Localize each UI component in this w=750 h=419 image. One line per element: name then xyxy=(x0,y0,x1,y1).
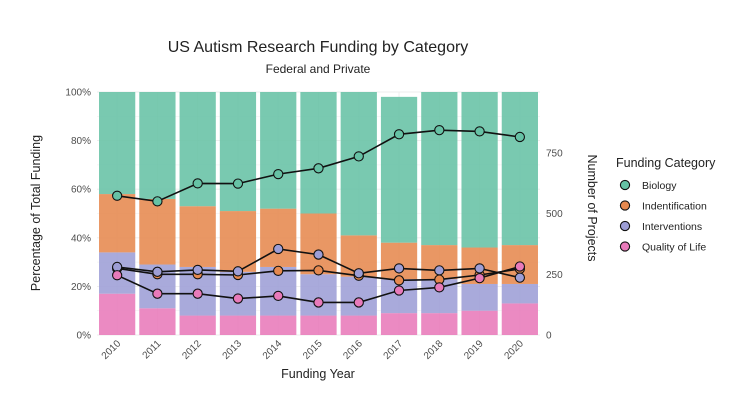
y-tick-label: 0% xyxy=(77,331,92,342)
legend-label: Biology xyxy=(642,180,677,192)
bar-segment xyxy=(501,283,538,304)
bar-segment xyxy=(380,96,418,243)
data-point xyxy=(313,265,324,276)
data-point xyxy=(232,178,244,189)
data-point xyxy=(111,190,123,201)
data-point xyxy=(474,126,485,137)
data-point xyxy=(313,163,324,174)
legend-swatch xyxy=(619,200,631,211)
data-point xyxy=(273,168,284,180)
data-point xyxy=(273,265,284,276)
data-point xyxy=(353,297,364,308)
bar-segment xyxy=(260,315,297,335)
legend-label: Quality of Life xyxy=(642,241,706,253)
legend: Funding Category Biology Indentification I… xyxy=(616,156,716,253)
bar-segment xyxy=(139,308,176,335)
data-point xyxy=(434,282,445,293)
y-tick-label: 100% xyxy=(65,88,91,99)
y-tick-label: 60% xyxy=(71,185,91,196)
bar-segment xyxy=(461,92,498,248)
bar-segment xyxy=(501,303,538,335)
bar-segment xyxy=(300,92,337,214)
data-point xyxy=(232,266,244,277)
data-point xyxy=(514,261,526,272)
bar-segment xyxy=(380,313,418,335)
y2-tick-label: 0 xyxy=(546,331,552,342)
bar-segment xyxy=(340,92,377,236)
y2-tick-label: 750 xyxy=(546,148,563,159)
data-point xyxy=(353,268,364,279)
data-point xyxy=(434,265,445,276)
data-point xyxy=(434,125,445,136)
legend-swatch xyxy=(619,220,631,232)
bar-segment xyxy=(219,211,257,272)
data-point xyxy=(313,297,324,308)
bar-segment xyxy=(380,242,418,280)
data-point xyxy=(152,196,163,207)
data-point xyxy=(273,290,284,302)
bar-segment xyxy=(300,315,337,335)
data-point xyxy=(474,263,485,274)
data-point xyxy=(192,264,203,276)
data-point xyxy=(393,263,405,274)
data-point xyxy=(393,129,405,140)
bar-segment xyxy=(99,194,136,253)
bar-segment xyxy=(219,92,257,212)
data-point xyxy=(152,266,163,277)
data-point xyxy=(232,293,244,304)
bar-segment xyxy=(99,293,136,335)
data-point xyxy=(273,243,284,255)
bar-segment xyxy=(99,92,136,195)
data-point xyxy=(393,275,405,286)
data-point xyxy=(192,178,203,189)
legend-label: Interventions xyxy=(642,221,702,233)
legend-swatch xyxy=(619,179,631,191)
y-axis-right: 0 250 500 750 xyxy=(546,148,563,341)
bar-segment xyxy=(421,92,458,246)
y2-tick-label: 250 xyxy=(546,270,563,281)
bar-segment xyxy=(219,315,257,335)
bar-segment xyxy=(179,206,216,267)
chart-title: US Autism Research Funding by Category xyxy=(168,39,469,56)
chart-subtitle: Federal and Private xyxy=(266,62,371,76)
y2-axis-title: Number of Projects xyxy=(585,155,599,262)
legend-title: Funding Category xyxy=(616,156,716,170)
project-points xyxy=(111,125,526,308)
data-point xyxy=(393,285,405,296)
bar-segment xyxy=(501,92,538,246)
y-tick-label: 20% xyxy=(71,282,91,293)
bar-segment xyxy=(340,315,377,335)
y-tick-label: 40% xyxy=(71,233,91,244)
data-point xyxy=(152,288,163,299)
legend-label: Indentification xyxy=(642,200,707,212)
bar-segment xyxy=(260,208,297,267)
y2-tick-label: 500 xyxy=(546,209,563,220)
bar-segment xyxy=(179,315,216,335)
bar-segment xyxy=(461,283,498,311)
bar-segment xyxy=(139,198,176,265)
data-point xyxy=(192,288,203,299)
data-point xyxy=(313,249,324,260)
bar-segment xyxy=(260,92,297,209)
data-point xyxy=(514,131,526,143)
x-axis-title: Funding Year xyxy=(281,367,355,381)
data-point xyxy=(111,270,123,281)
data-point xyxy=(474,272,485,284)
y-axis-left: 0% 20% 40% 60% 80% 100% xyxy=(65,88,91,342)
legend-swatch xyxy=(619,241,631,252)
bar-segment xyxy=(139,92,176,199)
y-axis-title: Percentage of Total Funding xyxy=(29,135,43,291)
y-tick-label: 80% xyxy=(71,136,91,147)
bar-segment xyxy=(340,276,377,316)
data-point xyxy=(353,151,364,162)
data-point xyxy=(514,272,526,283)
bar-segment xyxy=(421,313,458,335)
bar-segment xyxy=(300,213,337,275)
bar-segment xyxy=(300,274,337,316)
bar-segment xyxy=(461,310,498,335)
